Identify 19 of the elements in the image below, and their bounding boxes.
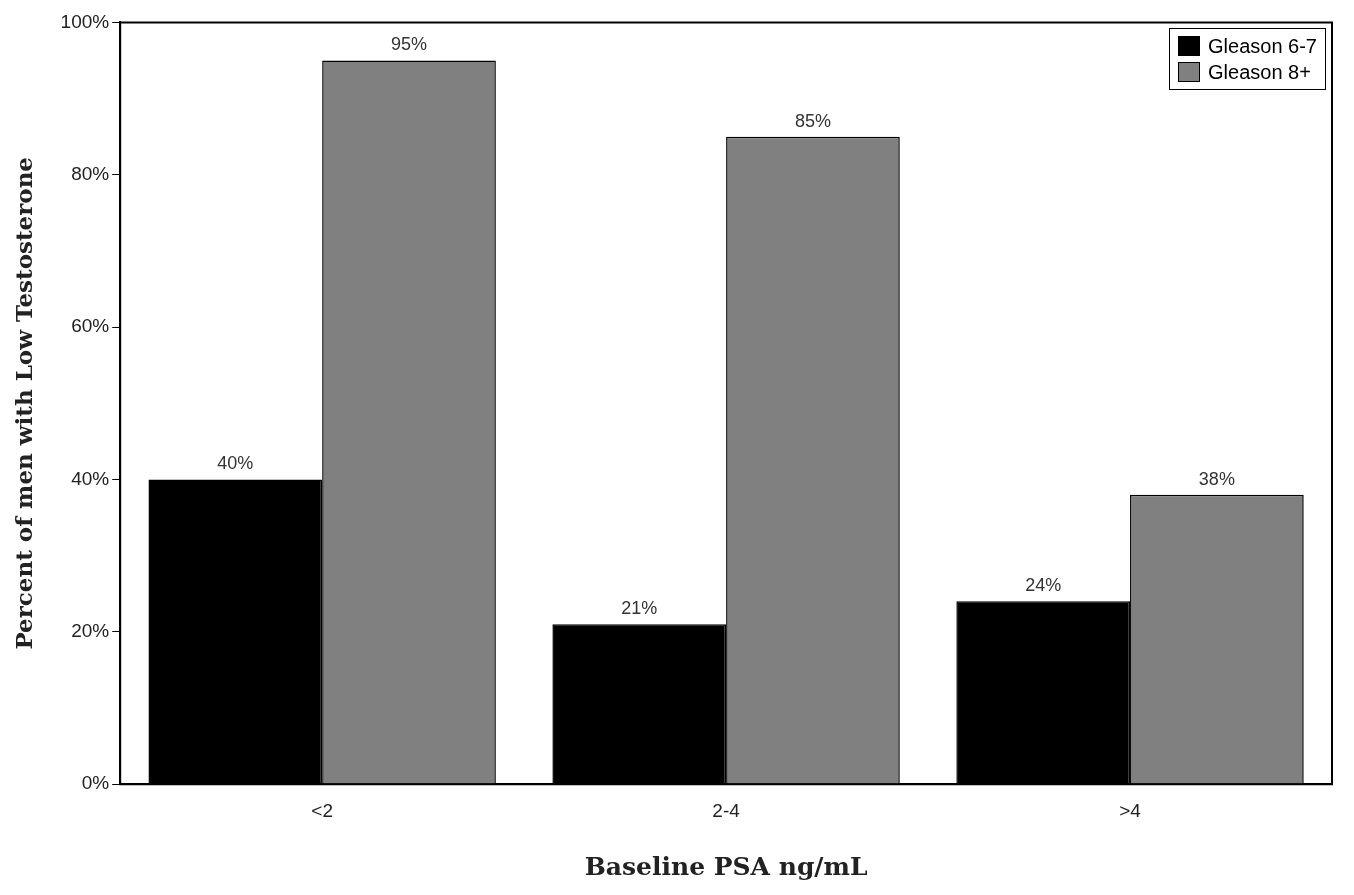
y-tick-label: 80% <box>71 162 110 184</box>
data-label: 38% <box>1198 468 1235 489</box>
x-tick-label: 2-4 <box>712 799 741 821</box>
x-tick-label: <2 <box>311 799 333 821</box>
data-label: 85% <box>794 110 831 131</box>
y-tick-label: 20% <box>71 620 110 642</box>
y-tick-label: 0% <box>81 772 110 794</box>
x-tick-label: >4 <box>1119 799 1142 821</box>
x-axis-title: Baseline PSA ng/mL <box>584 851 868 881</box>
data-label: 95% <box>390 34 428 55</box>
y-tick-label: 60% <box>71 315 110 337</box>
y-tick-label: 40% <box>71 467 110 489</box>
legend-label: Gleason 6-7 <box>1208 34 1317 60</box>
data-label: 40% <box>217 453 254 474</box>
data-label: 21% <box>621 598 658 619</box>
y-tick-label: 100% <box>60 10 110 32</box>
data-label: 24% <box>1025 575 1062 596</box>
legend-label: Gleason 8+ <box>1208 60 1311 86</box>
y-axis-title: Percent of men with Low Testosterone <box>9 156 37 650</box>
